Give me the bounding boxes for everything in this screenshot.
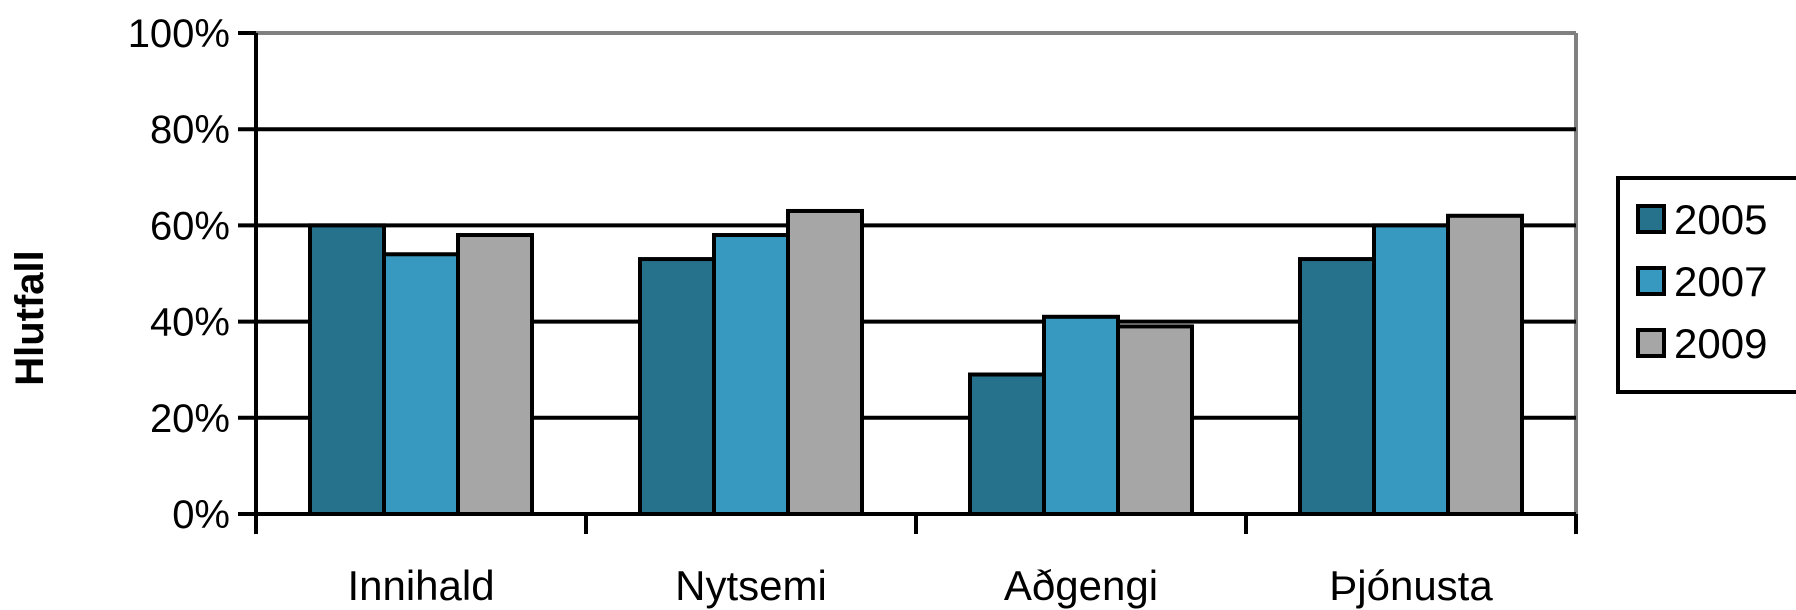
bar-2005-2 (968, 372, 1046, 517)
legend-label-2005: 2005 (1674, 196, 1767, 243)
legend-label-2009: 2009 (1674, 320, 1767, 367)
x-tick-label: Þjónusta (1329, 562, 1493, 609)
legend-swatch-2005 (1636, 204, 1666, 234)
bar-2009-1 (786, 208, 864, 516)
y-tick-label: 80% (150, 108, 230, 152)
y-tick-label: 20% (150, 397, 230, 441)
bar-2007-1 (712, 233, 790, 517)
y-tick-label: 0% (172, 493, 230, 537)
x-tick-label: Aðgengi (1004, 562, 1158, 609)
bar-2009-0 (456, 233, 534, 517)
y-axis-label: Hlutfall (8, 250, 52, 386)
x-tick-labels: Innihald Nytsemi Aðgengi Þjónusta (347, 562, 1493, 609)
bar-2005-3 (1298, 257, 1376, 516)
bar-2009-3 (1446, 213, 1524, 516)
y-tick-label: 40% (150, 301, 230, 345)
legend: 2005 2007 2009 (1616, 176, 1796, 394)
legend-label-2007: 2007 (1674, 258, 1767, 305)
y-tick-labels: 0% 20% 40% 60% 80% 100% (128, 12, 230, 537)
bar-2007-0 (382, 252, 460, 516)
bar-2007-2 (1042, 314, 1120, 517)
axes (238, 31, 1578, 534)
bars (308, 208, 1524, 517)
bar-2009-2 (1116, 324, 1194, 516)
bar-2005-0 (308, 223, 386, 516)
legend-swatch-2009 (1636, 328, 1666, 358)
x-tick-label: Nytsemi (675, 562, 827, 609)
legend-swatch-2007 (1636, 266, 1666, 296)
y-tick-label: 100% (128, 12, 230, 56)
bar-2005-1 (638, 257, 716, 516)
y-tick-label: 60% (150, 204, 230, 248)
x-tick-label: Innihald (347, 562, 494, 609)
bar-2007-3 (1372, 223, 1450, 516)
